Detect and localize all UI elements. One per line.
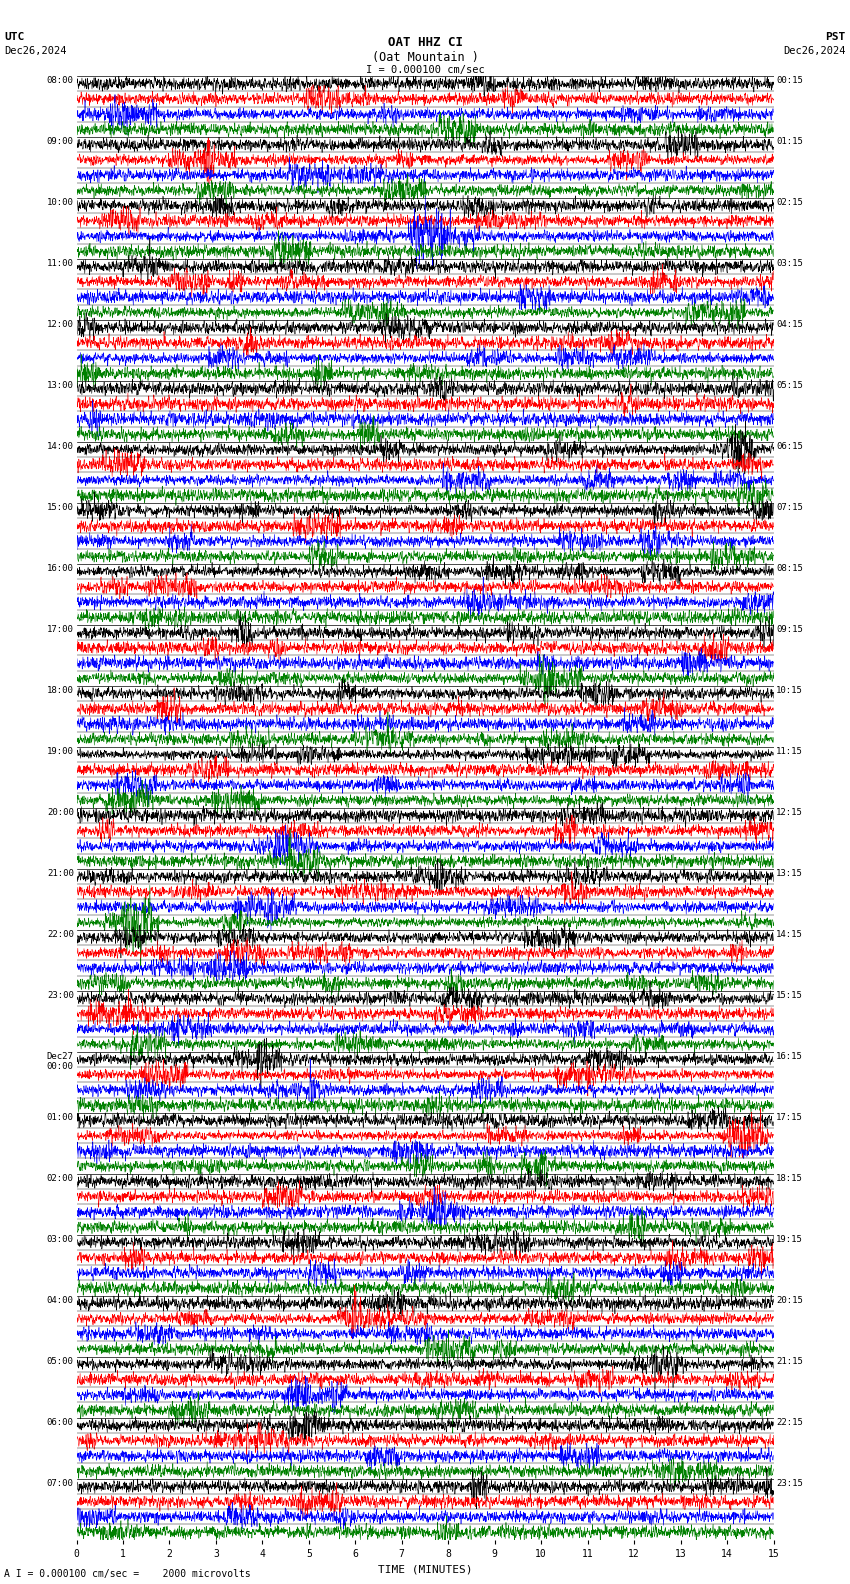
- Text: OAT HHZ CI: OAT HHZ CI: [388, 36, 462, 49]
- Text: PST: PST: [825, 32, 846, 41]
- Text: Dec26,2024: Dec26,2024: [4, 46, 67, 55]
- X-axis label: TIME (MINUTES): TIME (MINUTES): [377, 1565, 473, 1574]
- Text: I = 0.000100 cm/sec: I = 0.000100 cm/sec: [366, 65, 484, 74]
- Text: (Oat Mountain ): (Oat Mountain ): [371, 51, 479, 63]
- Text: A I = 0.000100 cm/sec =    2000 microvolts: A I = 0.000100 cm/sec = 2000 microvolts: [4, 1570, 251, 1579]
- Text: Dec26,2024: Dec26,2024: [783, 46, 846, 55]
- Text: UTC: UTC: [4, 32, 25, 41]
